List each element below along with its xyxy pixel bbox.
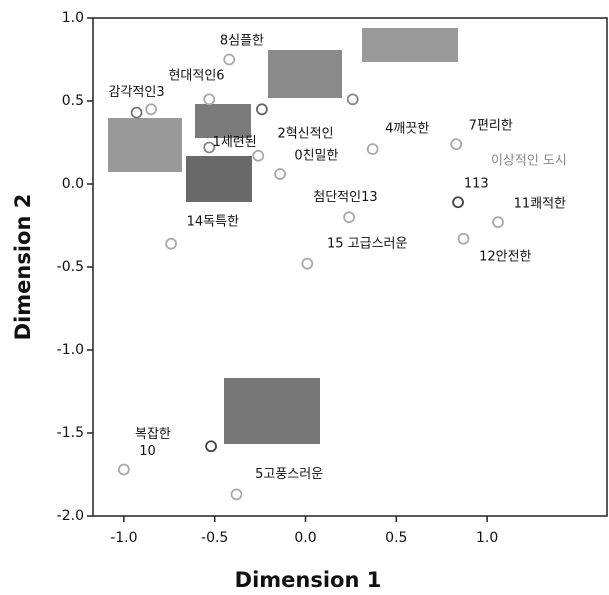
annotation: 15 고급스러운 (327, 236, 408, 251)
annotation: 5고풍스러운 (255, 467, 323, 482)
y-tick-label: -0.5 (57, 259, 84, 275)
annotation: 14독특한 (187, 215, 239, 230)
point (457, 232, 470, 245)
annotation: 복잡한 (135, 427, 171, 442)
annotation: 첨단적인13 (313, 190, 377, 205)
x-tick-label: -0.5 (201, 530, 228, 546)
point (165, 237, 177, 250)
y-tick-label: -1.5 (57, 425, 84, 441)
photo (108, 118, 182, 172)
x-tick-label: 1.0 (476, 530, 498, 546)
photo (224, 378, 320, 444)
y-axis-title: Dimension 2 (11, 194, 35, 341)
photo (186, 156, 252, 202)
x-tick-label: -1.0 (110, 530, 137, 546)
y-tick-label: -2.0 (57, 508, 84, 524)
annotation: 7편리한 (469, 118, 513, 133)
annotation: 11쾌적한 (514, 196, 566, 211)
annotation: 4깨끗한 (385, 122, 429, 137)
x-axis-title: Dimension 1 (235, 568, 382, 592)
annotation: 113 (464, 177, 489, 192)
photo (195, 104, 251, 138)
point (343, 211, 355, 224)
annotation: 감각적인3 (109, 85, 165, 100)
point (203, 141, 216, 154)
annotation: 이상적인 도시 (491, 153, 567, 168)
point (346, 93, 359, 106)
annotation: 2혁신적인 (277, 127, 333, 142)
point (117, 463, 130, 476)
point (256, 103, 268, 116)
y-tick-label: 0.5 (62, 93, 84, 109)
point (452, 196, 464, 209)
point (366, 143, 379, 156)
annotation: 8심플한 (220, 34, 264, 49)
point (492, 216, 504, 229)
annotation: 0친밀한 (294, 148, 338, 163)
point (252, 149, 265, 162)
y-tick-label: 0.0 (62, 176, 84, 192)
y-tick-label: 1.0 (62, 10, 84, 26)
point (230, 488, 243, 501)
point (450, 138, 463, 151)
annotation: 10 (139, 444, 156, 459)
x-tick-label: 0.5 (385, 530, 407, 546)
point (130, 106, 143, 119)
annotation: 1세련된 (213, 135, 257, 150)
x-tick-label: 0.0 (294, 530, 316, 546)
point (203, 93, 216, 106)
photo (268, 50, 342, 98)
point (301, 257, 314, 270)
annotation: 12안전한 (479, 250, 531, 265)
y-tick-label: -1.0 (57, 342, 84, 358)
point (145, 103, 158, 116)
photo (362, 28, 458, 62)
point (205, 440, 217, 453)
photos (108, 28, 458, 444)
point (223, 53, 236, 66)
point (274, 168, 286, 180)
annotation: 현대적인6 (168, 69, 224, 84)
